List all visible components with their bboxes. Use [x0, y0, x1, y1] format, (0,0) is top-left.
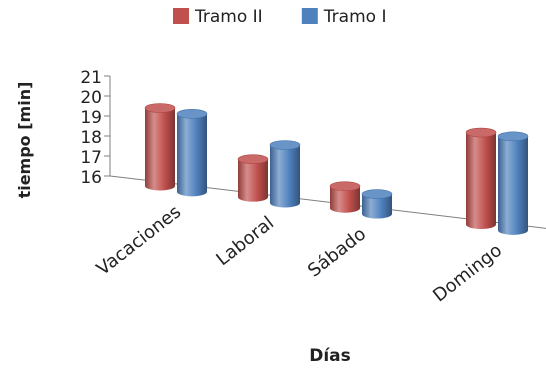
bars: [144, 103, 529, 235]
y-tick-label: 21: [80, 68, 102, 88]
bar-2-1: [176, 109, 208, 197]
x-axis-label: Días: [309, 346, 351, 365]
bar-body: [177, 113, 207, 197]
bar-1-4: [465, 127, 497, 230]
y-tick-label: 16: [80, 168, 102, 188]
x-tick-label-1: Vacaciones: [93, 201, 185, 280]
bar-body: [362, 194, 392, 219]
y-axis-label: tiempo [min]: [15, 82, 34, 199]
legend: Tramo II Tramo I: [173, 7, 386, 27]
y-tick-label: 17: [80, 148, 102, 168]
bar-1-3: [329, 181, 361, 213]
bar-2-4: [497, 131, 529, 235]
bar-body: [270, 145, 300, 208]
bar-2-3: [361, 189, 393, 219]
bar-1-2: [237, 154, 269, 202]
y-tick-label: 19: [80, 108, 102, 128]
y-tick-label: 18: [80, 128, 102, 148]
bar-body: [330, 186, 360, 213]
bar-top: [176, 109, 208, 119]
legend-swatch-2: [301, 8, 318, 24]
bar-top: [329, 181, 361, 191]
bar-1-1: [144, 103, 176, 191]
x-tick-label-3: Sábado: [304, 224, 370, 282]
bar-2-2: [269, 140, 301, 208]
bar-top: [237, 154, 269, 164]
bar-top: [497, 131, 529, 142]
bar-body: [238, 159, 268, 202]
bar-body: [498, 136, 528, 235]
bar-top: [465, 127, 497, 138]
legend-label-2: Tramo I: [323, 7, 387, 27]
legend-label-1: Tramo II: [194, 7, 263, 27]
bar-body: [145, 108, 175, 191]
bar-top: [144, 103, 176, 113]
x-tick-label-4: Domingo: [429, 240, 506, 307]
bar-top: [269, 140, 301, 150]
bar-top: [361, 189, 393, 199]
bar-body: [466, 132, 496, 230]
x-tick-label-2: Laboral: [212, 212, 278, 270]
legend-swatch-1: [173, 8, 189, 24]
y-tick-label: 20: [80, 88, 102, 108]
